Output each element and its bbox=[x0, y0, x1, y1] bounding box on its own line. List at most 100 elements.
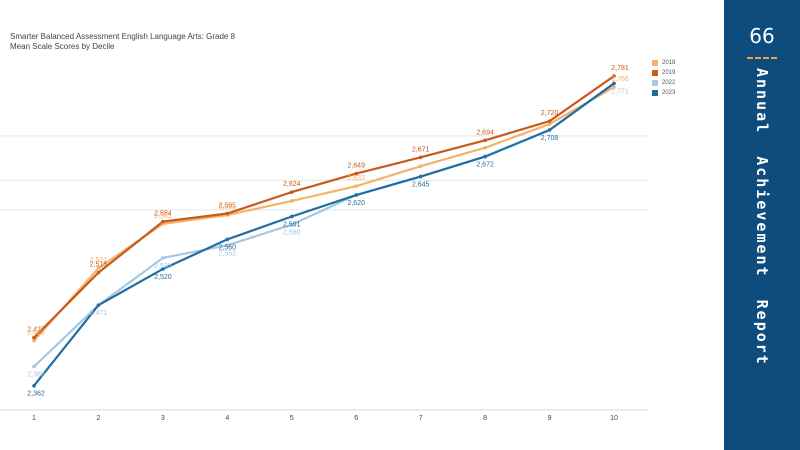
data-point-2019 bbox=[354, 171, 359, 176]
legend-label: 2019 bbox=[662, 70, 676, 76]
divider bbox=[747, 57, 777, 59]
legend-label: 2023 bbox=[662, 90, 676, 96]
data-label: 2,645 bbox=[412, 182, 430, 189]
data-label: 2,694 bbox=[476, 129, 494, 136]
data-point-2023 bbox=[225, 237, 230, 242]
data-label: 2,580 bbox=[283, 230, 301, 237]
legend-label: 2022 bbox=[662, 80, 676, 86]
data-label: 2,771 bbox=[611, 88, 629, 95]
data-label: 2,535 bbox=[154, 263, 172, 270]
x-tick-label: 9 bbox=[548, 415, 552, 422]
data-label: 2,520 bbox=[154, 274, 172, 281]
chart-title: Smarter Balanced Assessment English Lang… bbox=[10, 32, 236, 41]
data-point-2022 bbox=[225, 243, 230, 248]
data-label: 2,766 bbox=[611, 76, 629, 83]
data-label: 2,584 bbox=[154, 211, 172, 218]
data-label: 2,471 bbox=[90, 310, 108, 317]
chart-subtitle: Mean Scale Scores by Decile bbox=[10, 42, 115, 51]
legend-item: 2023 bbox=[652, 88, 675, 98]
data-point-2023 bbox=[161, 267, 165, 271]
data-point-2018 bbox=[418, 164, 423, 169]
x-tick-label: 7 bbox=[419, 415, 423, 422]
data-point-2019 bbox=[96, 270, 101, 275]
legend-swatch bbox=[652, 70, 658, 76]
data-point-2022 bbox=[289, 222, 294, 227]
data-label: 2,521 bbox=[90, 257, 108, 264]
data-label: 2,781 bbox=[611, 65, 629, 72]
x-tick-label: 10 bbox=[610, 415, 618, 422]
x-axis-ticks: 1 2 3 4 5 6 7 8 9 10 bbox=[32, 415, 618, 422]
data-point-2019 bbox=[483, 138, 487, 143]
data-label: 2,593 bbox=[219, 204, 237, 211]
data-label: 2,427 bbox=[27, 327, 45, 334]
series-line-2019 bbox=[33, 75, 615, 339]
data-point-2023 bbox=[289, 214, 294, 219]
data-label: 2,620 bbox=[347, 200, 365, 207]
x-tick-label: 1 bbox=[32, 415, 36, 422]
x-tick-label: 3 bbox=[161, 415, 165, 422]
x-tick-label: 8 bbox=[483, 415, 487, 422]
x-tick-label: 2 bbox=[96, 415, 100, 422]
x-tick-label: 6 bbox=[354, 415, 358, 422]
data-point-2018 bbox=[547, 122, 552, 126]
x-tick-label: 4 bbox=[225, 415, 229, 422]
series-line-2018 bbox=[33, 86, 615, 342]
data-label: 2,671 bbox=[412, 146, 430, 153]
data-point-2018 bbox=[32, 338, 36, 343]
series-line-2023 bbox=[33, 82, 615, 387]
data-point-2023 bbox=[612, 81, 616, 86]
data-point-2023 bbox=[483, 154, 487, 159]
legend-label: 2018 bbox=[662, 60, 676, 66]
data-point-2019 bbox=[418, 155, 423, 160]
data-label: 2,624 bbox=[283, 181, 301, 188]
data-point-2023 bbox=[547, 128, 552, 132]
data-point-2023 bbox=[96, 303, 101, 307]
data-point-2022 bbox=[161, 256, 165, 260]
data-label: 2,388 bbox=[27, 372, 45, 379]
side-panel: 66 Annual Achievement Report bbox=[724, 0, 800, 450]
data-point-2019 bbox=[612, 74, 616, 78]
data-point-2018 bbox=[612, 85, 616, 89]
data-point-2023 bbox=[32, 383, 36, 388]
report-title: Annual Achievement Report bbox=[753, 68, 771, 366]
data-label: 2,515 bbox=[90, 262, 108, 269]
data-point-2018 bbox=[96, 266, 101, 271]
data-label: 2,708 bbox=[541, 135, 559, 142]
data-label: 2,672 bbox=[476, 162, 494, 169]
legend: 2018 2019 2022 2023 bbox=[652, 58, 675, 98]
x-tick-label: 5 bbox=[290, 415, 294, 422]
data-label: 2,720 bbox=[541, 110, 559, 117]
legend-swatch bbox=[652, 90, 658, 96]
series-lines bbox=[33, 75, 615, 387]
series-line-2022 bbox=[33, 82, 615, 368]
data-point-2019 bbox=[225, 211, 230, 216]
data-point-2023 bbox=[418, 174, 423, 179]
data-label: 2,595 bbox=[219, 203, 237, 210]
data-label: 2,591 bbox=[283, 221, 301, 228]
data-label: 2,649 bbox=[347, 163, 365, 170]
data-point-2019 bbox=[289, 190, 294, 194]
data-point-2019 bbox=[547, 119, 552, 123]
data-point-2018 bbox=[289, 199, 294, 203]
legend-swatch bbox=[652, 80, 658, 86]
page-number: 66 bbox=[749, 24, 775, 48]
legend-item: 2018 bbox=[652, 58, 675, 68]
data-point-2018 bbox=[354, 184, 359, 188]
data-point-2019 bbox=[161, 219, 165, 224]
data-label: 2,552 bbox=[219, 250, 237, 257]
data-label: 2,362 bbox=[27, 391, 45, 398]
data-label: 2,581 bbox=[154, 213, 172, 220]
data-label: 2,632 bbox=[347, 175, 365, 182]
data-point-2022 bbox=[32, 364, 36, 369]
legend-item: 2022 bbox=[652, 78, 675, 88]
legend-item: 2019 bbox=[652, 68, 675, 78]
data-point-2018 bbox=[483, 145, 487, 150]
data-point-2019 bbox=[32, 335, 36, 340]
legend-swatch bbox=[652, 60, 658, 66]
data-points bbox=[32, 74, 616, 388]
data-label: 2,423 bbox=[27, 330, 45, 337]
data-point-2023 bbox=[354, 193, 359, 197]
data-label: 2,560 bbox=[219, 244, 237, 251]
